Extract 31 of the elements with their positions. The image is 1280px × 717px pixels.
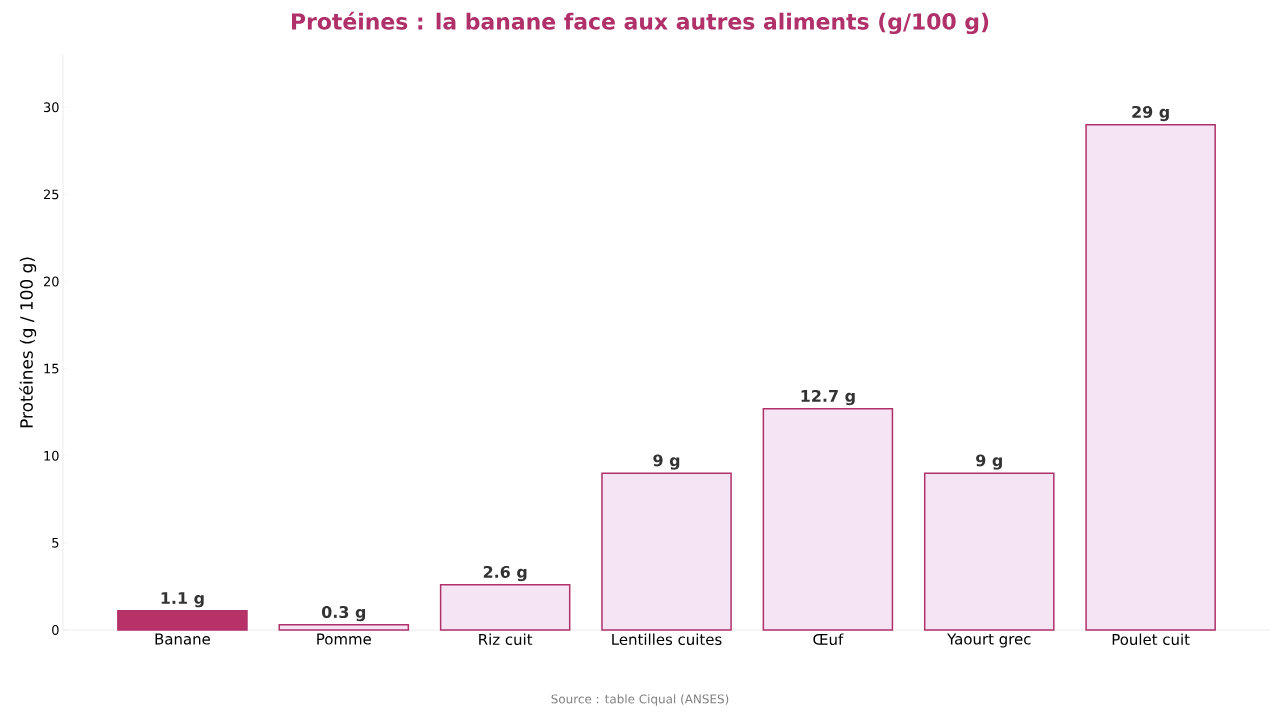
y-axis-title: Protéines (g / 100 g) [19, 257, 37, 428]
y-tick-label: 10 [44, 450, 59, 461]
bar [439, 583, 571, 631]
y-tick-label: 30 [44, 102, 59, 113]
source-note: Source : table Ciqual (ANSES) [551, 694, 729, 706]
bar [278, 624, 410, 631]
data-label: 12.7 g [801, 389, 855, 406]
data-label: 0.3 g [321, 605, 366, 622]
y-tick-label: 0 [52, 625, 59, 635]
y-tick-label: 25 [43, 189, 59, 200]
data-label: 1.1 g [161, 592, 204, 608]
bar [117, 610, 248, 631]
data-label: 9 g [976, 454, 1002, 470]
x-tick-label: Œuf [813, 633, 844, 646]
x-tick-label: Lentilles cuites [612, 633, 722, 646]
chart-title: Protéines : la banane face aux autres aliments (g/100 g) [291, 11, 989, 35]
x-tick-label: Yaourt grec [947, 633, 1031, 648]
data-label: 2.6 g [483, 565, 527, 582]
x-tick-label: Pomme [317, 633, 371, 645]
bar [601, 472, 732, 631]
bar [762, 407, 894, 631]
data-label: 9 g [653, 454, 680, 470]
y-tick-label: 15 [44, 363, 59, 374]
y-tick-label: 5 [52, 538, 59, 548]
x-tick-label: Poulet cuit [1112, 633, 1190, 646]
x-tick-label: Riz cuit [479, 633, 533, 646]
y-tick-label: 20 [43, 276, 59, 287]
bar [1085, 123, 1216, 631]
data-label: 29 g [1132, 105, 1169, 122]
bar [923, 472, 1055, 631]
x-tick-label: Banane [155, 633, 210, 645]
